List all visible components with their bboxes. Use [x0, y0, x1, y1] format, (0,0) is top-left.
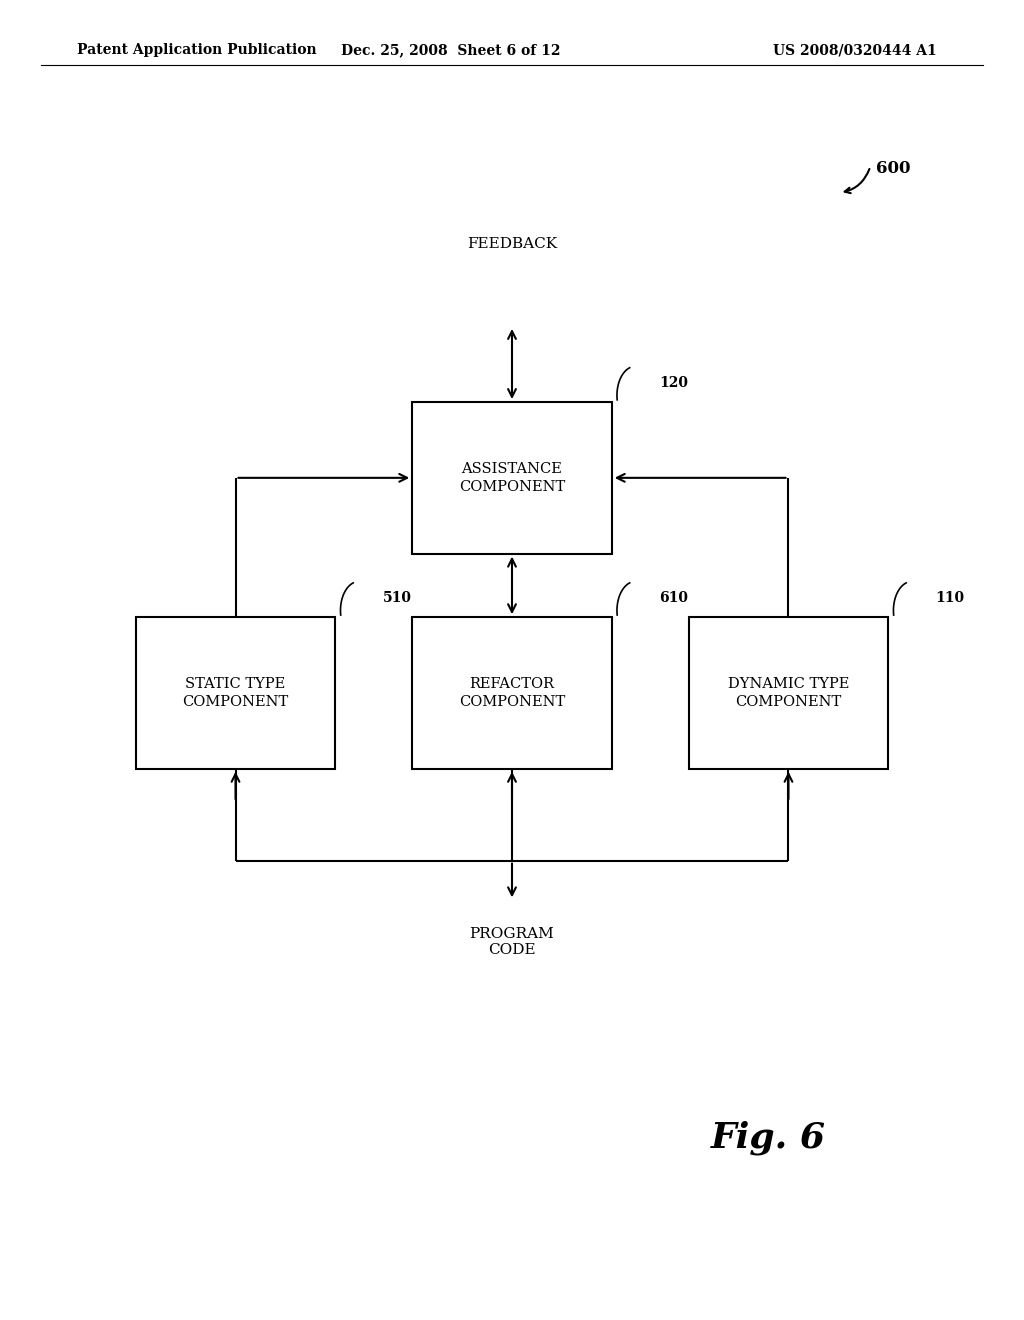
Text: 600: 600 [876, 161, 910, 177]
Bar [688, 618, 888, 768]
Text: 610: 610 [659, 591, 688, 605]
Text: ASSISTANCE
COMPONENT: ASSISTANCE COMPONENT [459, 462, 565, 494]
Text: REFACTOR
COMPONENT: REFACTOR COMPONENT [459, 677, 565, 709]
Text: 510: 510 [383, 591, 412, 605]
Text: 120: 120 [659, 376, 688, 391]
Text: US 2008/0320444 A1: US 2008/0320444 A1 [773, 44, 937, 57]
Text: 110: 110 [936, 591, 965, 605]
Text: Dec. 25, 2008  Sheet 6 of 12: Dec. 25, 2008 Sheet 6 of 12 [341, 44, 560, 57]
Text: STATIC TYPE
COMPONENT: STATIC TYPE COMPONENT [182, 677, 289, 709]
Text: DYNAMIC TYPE
COMPONENT: DYNAMIC TYPE COMPONENT [728, 677, 849, 709]
Bar [135, 618, 336, 768]
Bar [412, 401, 611, 554]
Text: Patent Application Publication: Patent Application Publication [77, 44, 316, 57]
Text: FEEDBACK: FEEDBACK [467, 236, 557, 251]
Text: Fig. 6: Fig. 6 [711, 1121, 825, 1155]
Text: PROGRAM
CODE: PROGRAM CODE [470, 927, 554, 957]
Bar [412, 618, 611, 768]
